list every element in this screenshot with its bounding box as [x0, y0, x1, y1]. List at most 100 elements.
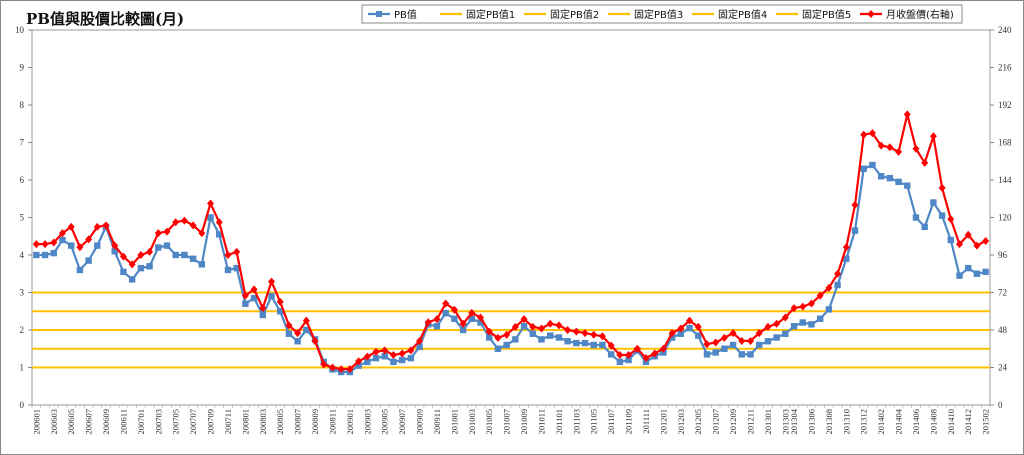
price-point — [241, 291, 249, 300]
price-point — [607, 341, 615, 350]
pb-point — [904, 182, 911, 189]
price-point — [555, 321, 563, 330]
x-tick-label: 200709 — [206, 409, 216, 435]
y-right-tick-label: 24 — [998, 363, 1008, 373]
price-point — [85, 235, 93, 244]
price-point — [294, 329, 302, 338]
pb-point — [372, 354, 380, 362]
price-point — [956, 240, 964, 249]
price-point — [233, 247, 241, 256]
price-point — [511, 322, 519, 331]
y-left-tick-label: 1 — [20, 363, 25, 373]
pb-point — [33, 251, 40, 259]
x-tick-label: 201304 — [789, 408, 799, 434]
price-point — [50, 238, 58, 247]
legend-label-constant-pb-3: 固定PB值3 — [634, 8, 683, 21]
price-point — [363, 352, 371, 361]
x-tick-label: 201105 — [589, 409, 599, 434]
price-point — [895, 147, 903, 156]
x-tick-label: 200601 — [31, 409, 41, 435]
price-point — [58, 229, 66, 238]
price-point — [964, 230, 972, 239]
x-tick-label: 201408 — [928, 409, 938, 435]
x-tick-label: 201201 — [658, 409, 668, 435]
y-left-tick-label: 6 — [20, 175, 25, 185]
x-tick-label: 201205 — [693, 409, 703, 435]
pb-point — [921, 223, 928, 231]
x-tick-label: 201412 — [963, 409, 973, 435]
price-point — [137, 251, 145, 259]
price-point — [67, 222, 75, 231]
pb-point — [808, 321, 815, 328]
price-point — [799, 302, 807, 311]
x-tick-label: 201007 — [502, 409, 512, 435]
price-point — [389, 351, 397, 359]
price-point — [860, 130, 868, 139]
price-point — [738, 336, 746, 345]
pb-point — [564, 338, 571, 345]
price-point — [668, 329, 676, 338]
pb-point — [790, 323, 798, 330]
pb-point — [686, 324, 693, 332]
price-point — [633, 344, 641, 353]
legend-box — [361, 4, 963, 24]
pb-point — [416, 343, 423, 351]
x-tick-label: 200901 — [345, 409, 355, 435]
x-tick-label: 201303 — [780, 409, 790, 435]
pb-point — [677, 330, 685, 337]
pb-point — [146, 263, 153, 270]
x-tick-label: 200609 — [101, 409, 111, 435]
x-tick-label: 200907 — [397, 409, 407, 435]
y-right-tick-label: 216 — [998, 63, 1012, 73]
pb-point — [433, 323, 441, 330]
legend-label-constant-pb-2: 固定PB值2 — [550, 8, 599, 21]
x-tick-label: 201107 — [606, 409, 616, 434]
price-point — [172, 218, 180, 227]
price-point — [781, 313, 789, 322]
pb-point — [364, 358, 371, 366]
y-left-tick-label: 10 — [15, 25, 25, 35]
y-left-tick-label: 8 — [20, 100, 25, 110]
legend-marker-price — [867, 10, 875, 18]
price-point — [842, 243, 850, 252]
pb-point — [198, 261, 206, 268]
pb-point — [843, 255, 850, 262]
pb-point — [956, 272, 963, 279]
x-tick-label: 200707 — [188, 409, 198, 435]
y-right-tick-label: 240 — [998, 25, 1012, 35]
pb-point — [747, 351, 754, 358]
price-point — [686, 316, 694, 325]
x-tick-label: 200701 — [136, 409, 146, 435]
price-point — [424, 318, 432, 327]
price-point — [494, 333, 502, 342]
price-point — [111, 241, 119, 250]
price-point — [503, 330, 511, 339]
pb-point — [973, 270, 981, 277]
pb-point — [67, 242, 75, 249]
price-point — [755, 329, 763, 338]
pb-point — [155, 244, 162, 251]
pb-point — [782, 330, 789, 337]
price-point — [416, 336, 424, 345]
y-left-tick-label: 7 — [20, 138, 25, 148]
price-point — [825, 283, 833, 292]
pb-point — [529, 330, 536, 337]
x-tick-label: 200903 — [362, 409, 372, 435]
pb-point — [390, 358, 397, 366]
x-tick-label: 200805 — [275, 409, 285, 435]
legend: PB值 固定PB值1 固定PB值2 固定PB值3 固定PB值4 固定PB值5 月收盤價(右軸… — [361, 4, 963, 24]
pb-point — [137, 264, 145, 272]
pb-point — [982, 268, 989, 276]
x-tick-label: 201306 — [806, 409, 816, 435]
pb-point — [76, 266, 84, 274]
legend-label-price: 月收盤價(右軸) — [886, 8, 954, 21]
pb-point — [163, 242, 171, 249]
price-point — [625, 351, 633, 359]
pb-point — [233, 264, 240, 272]
pb-point — [869, 161, 876, 169]
x-tick-label: 201404 — [894, 408, 904, 434]
x-tick-label: 201308 — [824, 409, 834, 435]
x-tick-label: 200809 — [310, 409, 320, 435]
